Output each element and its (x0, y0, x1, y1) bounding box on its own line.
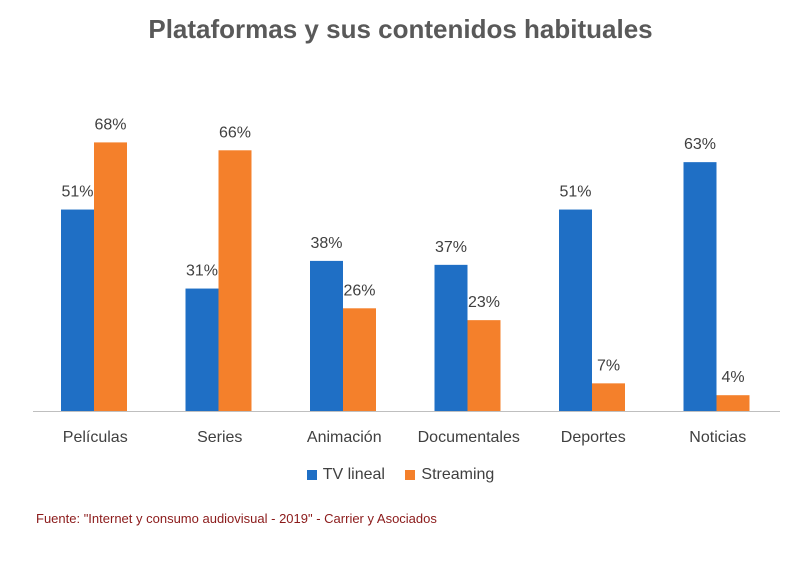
legend-swatch-streaming (405, 470, 416, 480)
bar-streaming-noticias (716, 395, 750, 411)
data-label-streaming-deportes: 7% (597, 357, 620, 374)
bar-streaming-animacion (343, 308, 376, 411)
source-note: Fuente: "Internet y consumo audiovisual … (36, 511, 437, 526)
data-label-tv-lineal-animacion: 38% (310, 235, 342, 252)
legend-label-tv-lineal: TV lineal (322, 466, 385, 483)
legend-swatch-tv-lineal (306, 470, 317, 480)
data-label-streaming-noticias: 4% (721, 369, 744, 386)
data-label-tv-lineal-deportes: 51% (559, 184, 591, 201)
x-tick-label-documentales: Documentales (418, 429, 520, 446)
bar-tv-lineal-noticias (683, 162, 717, 411)
data-label-streaming-peliculas: 68% (94, 116, 126, 133)
bar-streaming-documentales (467, 320, 501, 411)
x-tick-label-noticias: Noticias (689, 429, 746, 446)
bar-tv-lineal-deportes (559, 209, 592, 411)
bar-tv-lineal-peliculas (61, 209, 94, 411)
chart-title: Plataformas y sus contenidos habituales (148, 14, 653, 44)
x-tick-label-deportes: Deportes (561, 429, 626, 446)
bar-tv-lineal-documentales (434, 264, 468, 411)
data-label-streaming-series: 66% (219, 124, 251, 141)
bar-streaming-series (218, 150, 252, 412)
legend: TV lineal Streaming (0, 466, 801, 485)
data-label-tv-lineal-peliculas: 51% (61, 184, 93, 201)
legend-label-streaming: Streaming (421, 466, 495, 483)
x-tick-label-animacion: Animación (307, 429, 382, 446)
legend-item-tv-lineal: TV lineal (306, 466, 385, 484)
bar-streaming-peliculas (94, 142, 127, 411)
x-tick-label-series: Series (197, 429, 242, 446)
bar-tv-lineal-animacion (310, 260, 343, 411)
legend-item-streaming: Streaming (405, 466, 494, 484)
data-label-tv-lineal-noticias: 63% (684, 136, 716, 153)
bar-tv-lineal-series (185, 288, 219, 411)
x-tick-label-peliculas: Películas (63, 429, 128, 446)
data-label-tv-lineal-documentales: 37% (435, 239, 467, 256)
bar-streaming-deportes (592, 383, 625, 411)
data-label-streaming-animacion: 26% (343, 282, 375, 299)
data-label-tv-lineal-series: 31% (186, 263, 218, 280)
data-label-streaming-documentales: 23% (468, 294, 500, 311)
